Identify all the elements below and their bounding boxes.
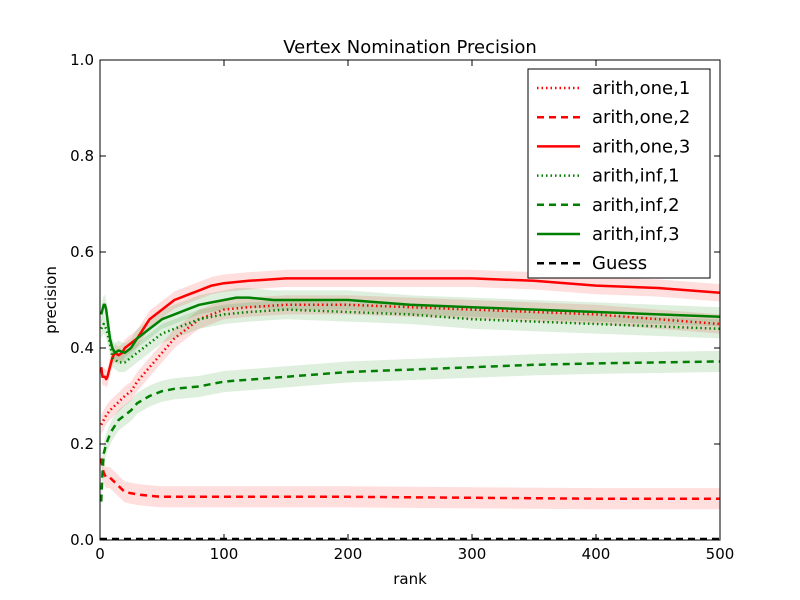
legend-label: Guess — [592, 253, 647, 274]
series-line-arith-one-1 — [100, 303, 720, 426]
y-tick-label: 1.0 — [70, 51, 94, 69]
legend-label: arith,one,2 — [592, 107, 690, 128]
chart-title: Vertex Nomination Precision — [283, 37, 537, 58]
x-tick-label: 100 — [210, 545, 239, 563]
y-tick-label: 0.0 — [70, 531, 94, 549]
series-line-arith-inf-2 — [100, 360, 720, 502]
series-line-arith-one-2 — [100, 458, 720, 500]
series-line-arith-inf-3 — [100, 296, 720, 355]
plot-frame — [99, 59, 721, 541]
x-tick-label: 0 — [95, 545, 105, 563]
x-axis-label: rank — [393, 570, 427, 588]
x-tick-label: 400 — [582, 545, 611, 563]
legend-label: arith,one,3 — [592, 136, 690, 157]
legend: arith,one,1 arith,one,2 arith,one,3 arith,i… — [527, 68, 711, 279]
legend-label: arith,one,1 — [592, 78, 690, 99]
series-line-arith-inf-1 — [100, 308, 720, 364]
y-tick-label: 0.6 — [70, 243, 94, 261]
band-arith-inf-2 — [101, 350, 720, 513]
y-axis-label: precision — [42, 266, 60, 334]
band-arith-inf-1 — [101, 300, 720, 372]
legend-label: arith,inf,3 — [592, 224, 680, 245]
x-tick-label: 500 — [706, 545, 735, 563]
legend-label: arith,inf,1 — [592, 166, 680, 187]
series-lines — [100, 277, 720, 540]
legend-box — [527, 68, 711, 279]
legend-label: arith,inf,2 — [592, 195, 680, 216]
x-tick-label: 200 — [334, 545, 363, 563]
series-line-arith-one-3 — [100, 277, 720, 381]
y-tick-label: 0.4 — [70, 339, 94, 357]
y-tick-label: 0.8 — [70, 147, 94, 165]
band-arith-one-3 — [101, 269, 720, 388]
axis-ticks: 0 100 200 300 400 500 0.0 0.2 0.4 0.6 0.8 1.0 — [70, 51, 734, 563]
y-tick-label: 0.2 — [70, 435, 94, 453]
x-tick-label: 300 — [458, 545, 487, 563]
band-arith-one-2 — [101, 447, 720, 510]
